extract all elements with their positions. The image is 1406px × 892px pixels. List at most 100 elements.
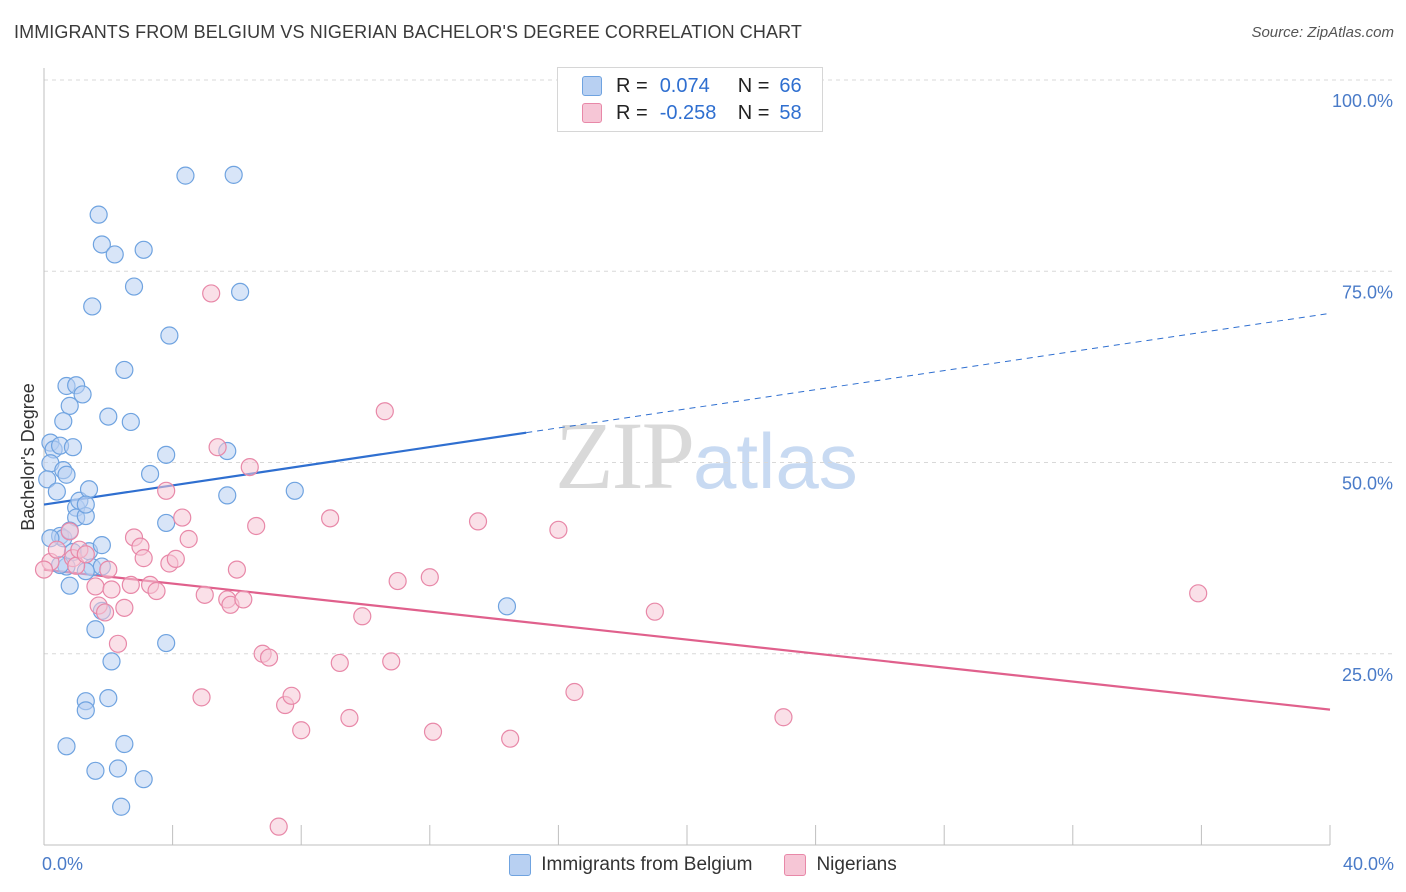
point-nigerian bbox=[115, 598, 134, 617]
point-belgium bbox=[63, 438, 83, 457]
trend-line-nigerians bbox=[43, 568, 1331, 711]
point-belgium bbox=[124, 277, 144, 296]
point-nigerian bbox=[388, 571, 407, 591]
point-nigerian bbox=[76, 545, 95, 564]
point-nigerian bbox=[549, 520, 568, 539]
point-belgium bbox=[112, 797, 131, 816]
point-nigerian bbox=[34, 560, 54, 579]
point-belgium bbox=[76, 701, 95, 720]
point-nigerian bbox=[208, 438, 227, 457]
point-nigerian bbox=[99, 560, 118, 579]
watermark-atlas: atlas bbox=[693, 417, 858, 505]
legend-swatch-pink bbox=[784, 854, 807, 876]
point-belgium bbox=[157, 513, 176, 533]
point-nigerian bbox=[375, 402, 394, 421]
point-belgium bbox=[76, 495, 95, 514]
legend-swatch-blue bbox=[509, 854, 532, 876]
point-belgium bbox=[231, 282, 250, 302]
points-layer bbox=[34, 165, 1208, 836]
point-nigerian bbox=[247, 516, 266, 536]
point-nigerian bbox=[330, 653, 349, 673]
point-nigerian bbox=[60, 522, 79, 541]
point-belgium bbox=[497, 597, 517, 616]
point-belgium bbox=[57, 465, 76, 484]
point-nigerian bbox=[234, 590, 253, 609]
point-nigerian bbox=[321, 509, 340, 528]
legend-r-label: R = bbox=[616, 101, 648, 124]
legend-label-belgium: Immigrants from Belgium bbox=[541, 854, 753, 875]
point-belgium bbox=[218, 486, 237, 505]
legend-n-value: 66 bbox=[779, 74, 802, 97]
trend-line-belgium bbox=[43, 431, 527, 506]
point-nigerian bbox=[102, 580, 121, 599]
legend-item-nigerians[interactable]: Nigerians bbox=[784, 854, 897, 876]
point-nigerian bbox=[134, 549, 153, 568]
point-belgium bbox=[86, 761, 105, 780]
point-nigerian bbox=[269, 817, 288, 836]
legend-item-belgium[interactable]: Immigrants from Belgium bbox=[509, 854, 752, 876]
point-belgium bbox=[79, 480, 99, 499]
legend-r-label: R = bbox=[616, 74, 648, 97]
point-nigerian bbox=[202, 284, 221, 303]
point-belgium bbox=[60, 576, 79, 595]
watermark: ZIPatlas bbox=[555, 400, 858, 511]
point-belgium bbox=[140, 464, 160, 484]
legend-row-nigerians: R = -0.258 N = 58 bbox=[582, 100, 802, 126]
series-legend: Immigrants from Belgium Nigerians bbox=[0, 851, 1406, 879]
point-belgium bbox=[134, 770, 153, 789]
point-belgium bbox=[38, 470, 57, 489]
point-belgium bbox=[105, 245, 124, 264]
point-belgium bbox=[160, 326, 179, 345]
point-belgium bbox=[89, 205, 108, 224]
x-tick-label: 0.0% bbox=[42, 854, 83, 874]
point-nigerian bbox=[240, 457, 259, 477]
trend-layer bbox=[43, 312, 1331, 711]
watermark-zip: ZIP bbox=[555, 402, 695, 509]
y-tick-label: 75.0% bbox=[1342, 282, 1393, 302]
point-nigerian bbox=[179, 529, 198, 549]
point-nigerian bbox=[382, 652, 401, 671]
point-belgium bbox=[86, 620, 105, 639]
point-belgium bbox=[108, 759, 128, 778]
point-nigerian bbox=[501, 729, 520, 748]
grid-layer bbox=[44, 79, 1392, 655]
point-nigerian bbox=[47, 540, 66, 559]
point-nigerian bbox=[173, 508, 192, 527]
point-nigerian bbox=[565, 682, 584, 702]
point-belgium bbox=[121, 412, 140, 432]
labels-layer: 25.0% 50.0% 75.0% 100.0% 0.0% 40.0% Bachelor's… bbox=[18, 91, 1394, 874]
point-nigerian bbox=[108, 634, 128, 653]
legend-label-nigerians: Nigerians bbox=[816, 854, 897, 875]
point-nigerian bbox=[95, 603, 115, 622]
point-belgium bbox=[157, 445, 176, 464]
point-belgium bbox=[57, 737, 76, 756]
y-axis-label: Bachelor's Degree bbox=[18, 383, 38, 531]
point-nigerian bbox=[423, 722, 443, 741]
point-belgium bbox=[134, 240, 153, 259]
y-tick-label: 100.0% bbox=[1332, 91, 1393, 111]
point-belgium bbox=[115, 360, 134, 380]
point-belgium bbox=[157, 633, 176, 653]
point-belgium bbox=[92, 235, 111, 254]
stats-legend: R = 0.074 N = 66 R = -0.258 N = 58 bbox=[557, 67, 823, 132]
point-nigerian bbox=[420, 568, 439, 587]
x-tick-label: 40.0% bbox=[1343, 854, 1394, 874]
point-belgium bbox=[285, 481, 304, 500]
legend-n-label: N = bbox=[737, 101, 770, 124]
point-belgium bbox=[83, 297, 102, 316]
point-belgium bbox=[99, 407, 118, 426]
point-nigerian bbox=[227, 560, 246, 579]
chart-title: IMMIGRANTS FROM BELGIUM VS NIGERIAN BACH… bbox=[14, 22, 802, 42]
point-nigerian bbox=[147, 581, 166, 601]
point-nigerian bbox=[192, 688, 211, 707]
legend-swatch-blue bbox=[582, 76, 602, 96]
legend-swatch-pink bbox=[582, 103, 602, 123]
y-tick-label: 25.0% bbox=[1342, 665, 1393, 685]
point-nigerian bbox=[468, 512, 488, 531]
point-nigerian bbox=[195, 585, 214, 604]
point-nigerian bbox=[157, 481, 176, 500]
point-nigerian bbox=[282, 686, 301, 705]
point-belgium bbox=[92, 536, 111, 555]
point-nigerian bbox=[166, 549, 185, 568]
